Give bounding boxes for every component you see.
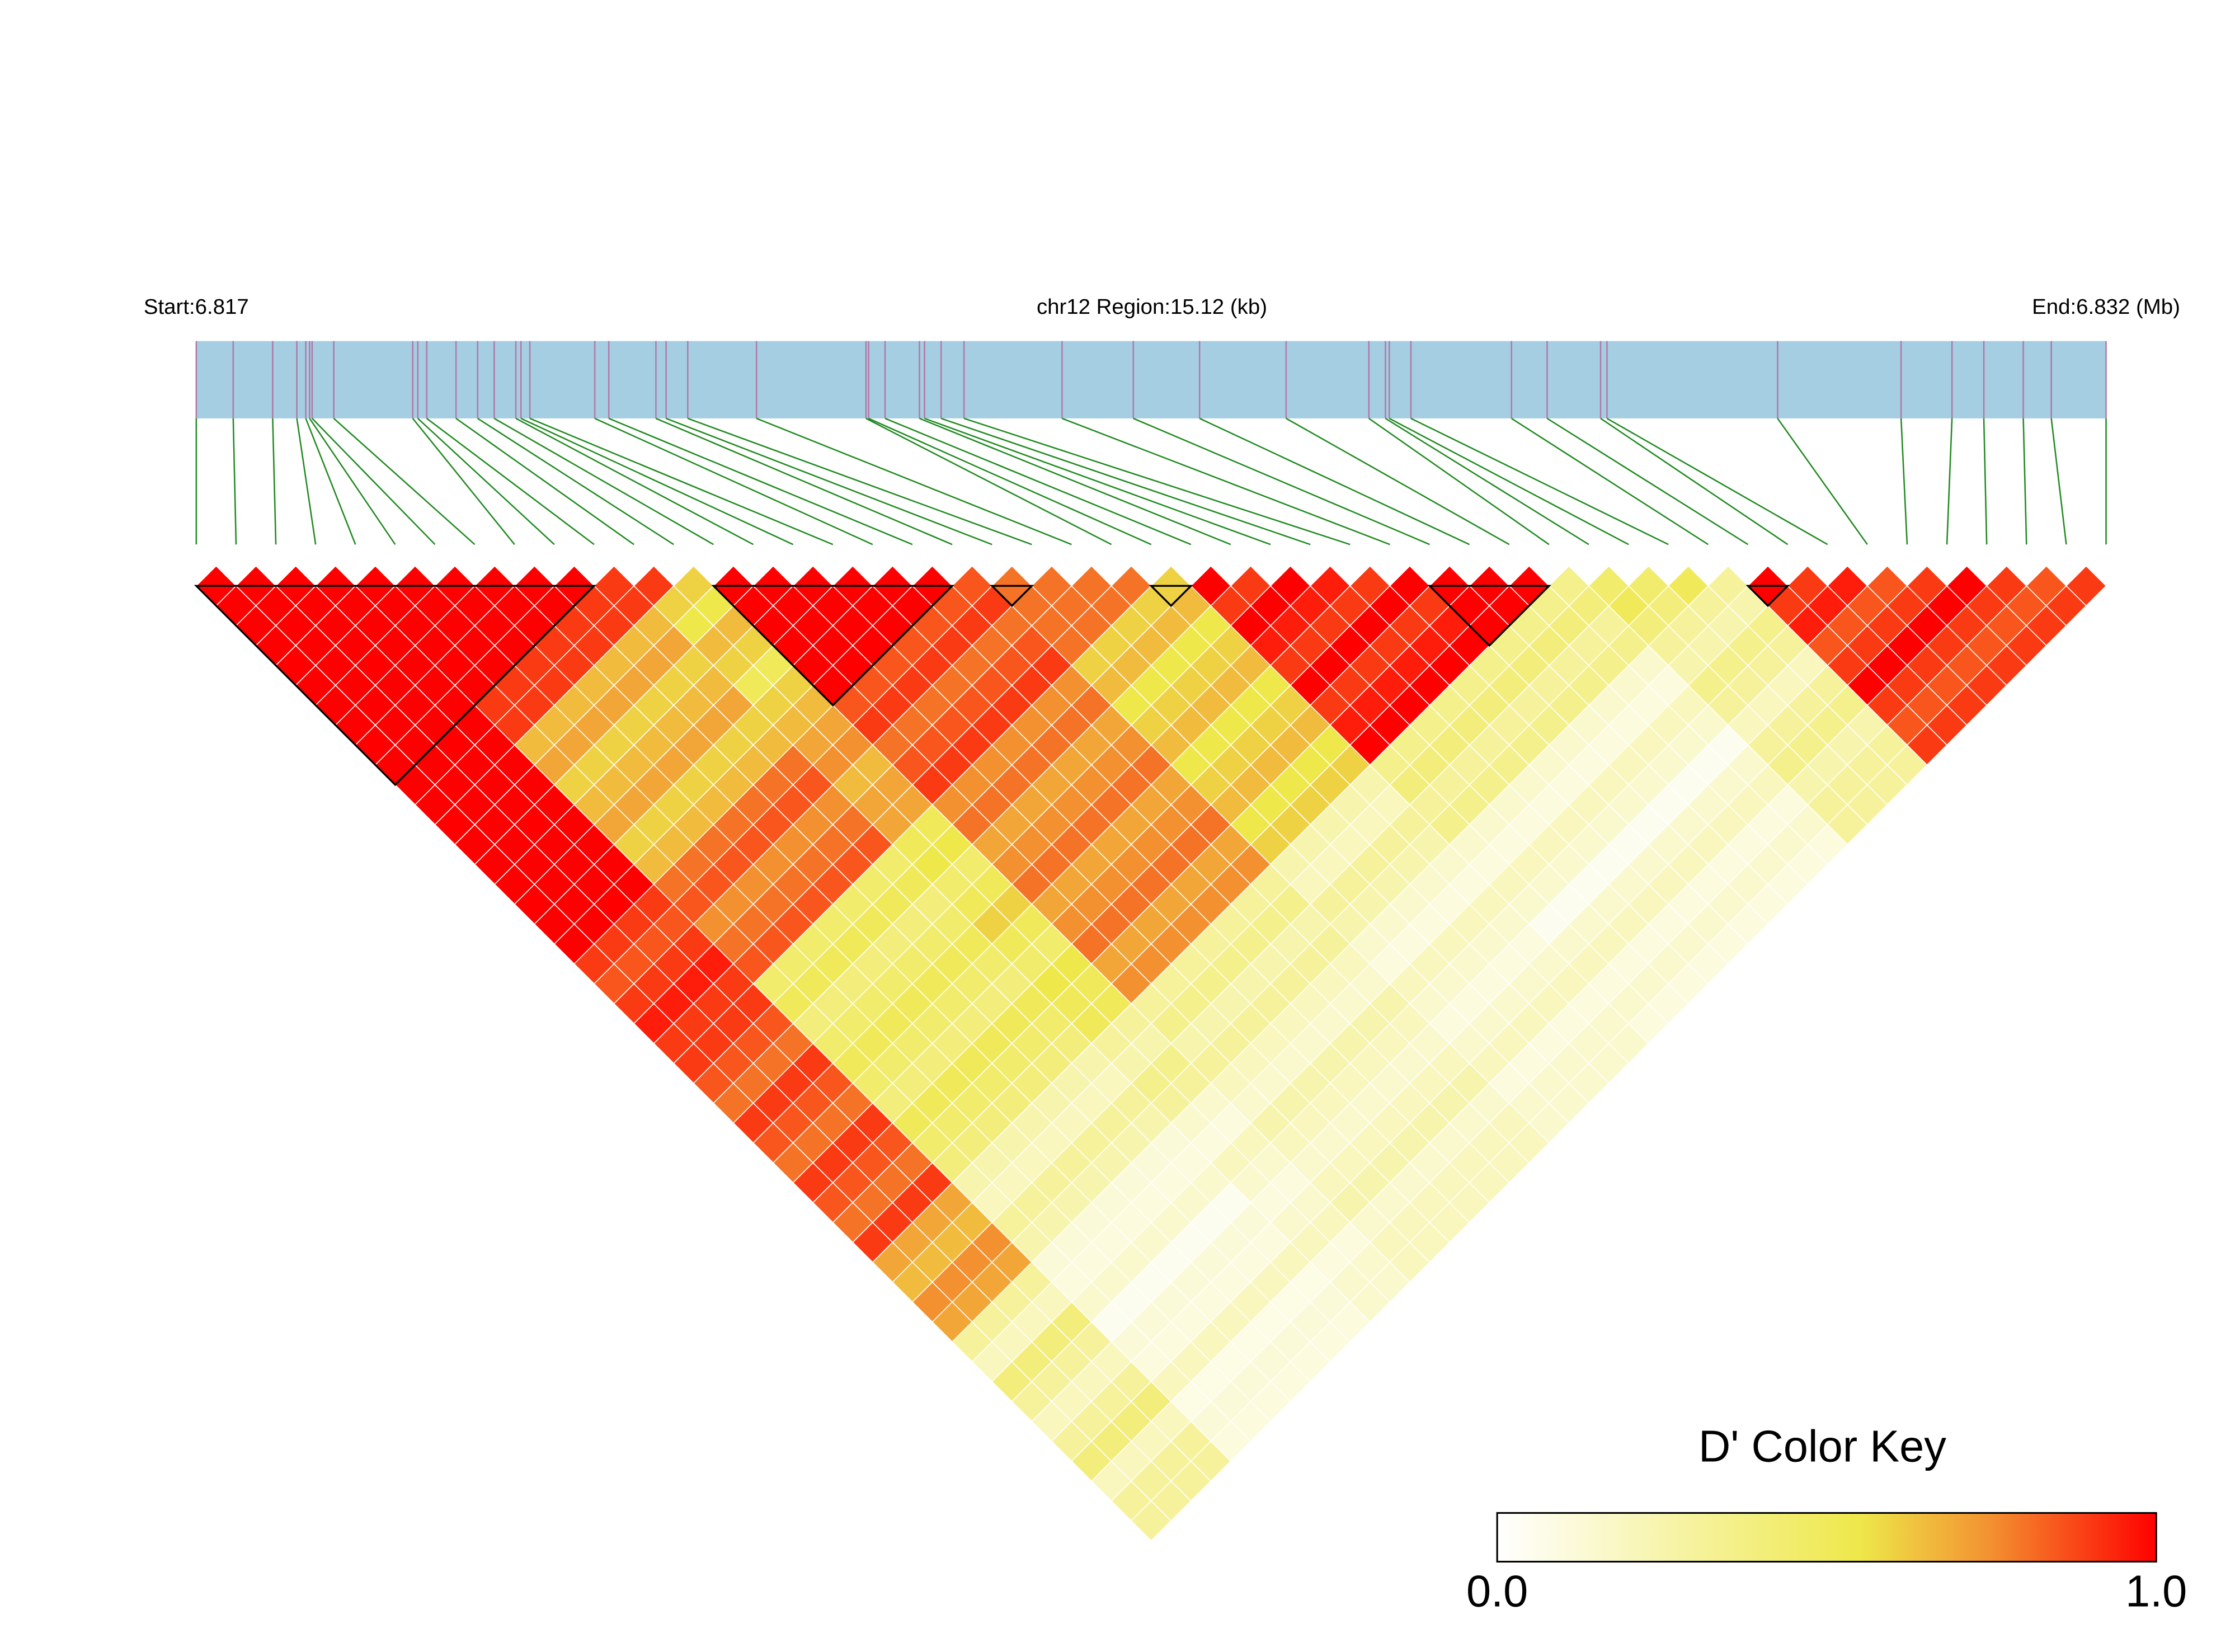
ld-block — [194, 585, 597, 787]
snp-connector — [296, 418, 317, 545]
snp-connector — [272, 418, 277, 545]
snp-connector — [417, 417, 555, 545]
snp-connector — [1546, 417, 1749, 545]
start-label: Start:6.817 — [144, 295, 249, 319]
snp-connector — [1900, 418, 1908, 545]
snp-connector — [1511, 417, 1709, 545]
snp-connector — [312, 418, 436, 545]
ld-block — [1745, 585, 1790, 608]
snp-connector — [1385, 417, 1589, 545]
snp-connector — [919, 417, 1231, 545]
snp-connector — [1410, 417, 1669, 545]
ld-cell — [2065, 565, 2107, 606]
snp-connector — [1946, 418, 1953, 545]
snp-connector — [1983, 418, 1988, 545]
snp-connector — [594, 417, 873, 545]
snp-connector — [309, 418, 396, 545]
snp-connector — [1199, 417, 1470, 545]
snp-connector — [1286, 417, 1510, 545]
snp-connector — [426, 417, 595, 545]
ld-cells — [195, 565, 2107, 1542]
key-title: D' Color Key — [1698, 1422, 1946, 1471]
snp-connector — [756, 417, 1072, 545]
snp-connector — [529, 417, 834, 545]
position-bar — [196, 341, 2106, 418]
color-key-bar — [1496, 1512, 2157, 1563]
snp-connector — [1600, 417, 1789, 545]
key-tick-label: 1.0 — [2125, 1566, 2187, 1616]
snp-connector — [1777, 418, 1868, 545]
snp-connector — [477, 417, 674, 545]
ld-block — [1149, 585, 1193, 608]
snp-connector — [865, 417, 1112, 545]
snp-connector — [305, 418, 356, 545]
snp-connector — [963, 417, 1351, 545]
snp-connector — [520, 417, 794, 545]
snp-connector — [2050, 418, 2067, 545]
snp-connector — [608, 417, 913, 545]
snp-connector — [687, 417, 1032, 545]
snp-connector — [940, 417, 1311, 545]
ld-block — [711, 585, 955, 707]
snp-connector — [493, 417, 714, 545]
snp-connector — [515, 417, 754, 545]
snp-connector — [1606, 417, 1828, 545]
ld-block — [1427, 585, 1551, 647]
snp-connector — [666, 417, 992, 545]
end-label: End:6.832 (Mb) — [2032, 295, 2180, 319]
snp-connector — [1368, 417, 1550, 545]
snp-connector — [655, 417, 953, 545]
snp-connector — [884, 417, 1192, 545]
snp-connector — [455, 417, 634, 545]
key-tick-label: 0.0 — [1466, 1566, 1528, 1616]
ld-block — [990, 585, 1034, 608]
snp-connector — [333, 417, 476, 545]
snp-connector — [1061, 417, 1390, 545]
snp-connector — [412, 418, 515, 545]
snp-connector — [232, 418, 237, 545]
snp-connector — [1133, 417, 1431, 545]
snp-connector — [868, 417, 1152, 545]
snp-connector — [1389, 417, 1629, 545]
snp-connector — [2022, 418, 2027, 545]
region-label: chr12 Region:15.12 (kb) — [1037, 295, 1267, 319]
snp-connector — [924, 417, 1271, 545]
